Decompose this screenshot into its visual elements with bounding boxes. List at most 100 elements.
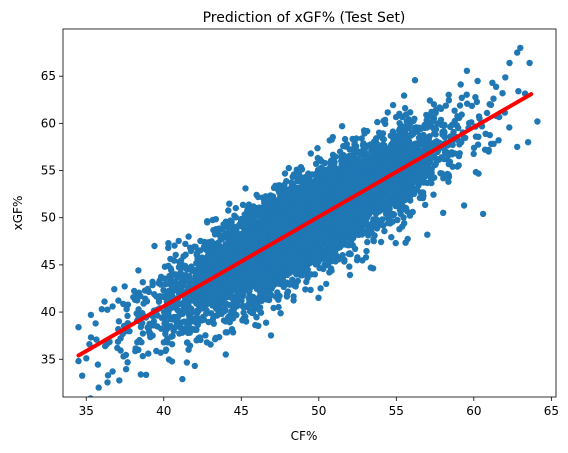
data-point (116, 377, 123, 384)
data-point (276, 182, 283, 189)
data-point (474, 77, 481, 85)
data-point (155, 280, 162, 287)
data-point (482, 130, 489, 137)
data-point (298, 166, 306, 173)
data-point (466, 119, 473, 127)
data-point (447, 123, 454, 131)
data-point (407, 142, 414, 149)
data-point (432, 131, 439, 138)
data-point (210, 226, 217, 234)
data-point (215, 225, 223, 232)
data-point (374, 118, 381, 126)
data-point (327, 265, 335, 272)
data-point (270, 184, 278, 191)
data-point (168, 358, 176, 365)
data-point (149, 281, 156, 289)
data-point (317, 285, 324, 292)
data-point (307, 271, 315, 278)
data-point (411, 77, 419, 84)
data-point (294, 277, 301, 285)
data-point (104, 379, 111, 386)
data-point (208, 310, 215, 317)
data-point (455, 152, 463, 160)
data-point (139, 352, 146, 360)
data-point (121, 283, 128, 290)
data-point (363, 227, 371, 235)
data-point (443, 149, 450, 156)
data-point (79, 372, 86, 379)
data-point (235, 223, 242, 230)
data-point (298, 272, 306, 279)
data-point (248, 309, 256, 316)
data-point (182, 251, 189, 258)
data-point (389, 218, 396, 225)
data-point (168, 333, 175, 340)
data-point (162, 347, 169, 355)
data-point (335, 256, 342, 263)
data-point (377, 238, 385, 246)
data-point (87, 395, 94, 397)
data-point (176, 330, 183, 337)
data-point (134, 297, 141, 304)
data-point (139, 330, 147, 337)
data-point (257, 309, 265, 316)
data-point (232, 204, 239, 212)
data-point (290, 297, 297, 304)
data-point (472, 168, 480, 176)
data-point (144, 324, 151, 331)
data-point (124, 359, 131, 366)
data-point (456, 102, 464, 109)
data-point (490, 140, 497, 147)
data-point (382, 165, 389, 172)
data-point (389, 101, 397, 109)
data-point (186, 275, 193, 283)
data-point (401, 104, 409, 112)
data-point (401, 220, 408, 227)
data-point (463, 67, 471, 75)
data-point (332, 153, 339, 160)
data-point (429, 118, 436, 125)
data-point (193, 337, 200, 344)
data-point (262, 319, 270, 326)
data-point (428, 179, 435, 187)
data-point (225, 313, 232, 321)
data-point (456, 141, 463, 148)
data-point (474, 141, 482, 148)
data-point (388, 234, 395, 241)
data-point (463, 91, 470, 98)
data-point (186, 342, 194, 349)
data-point (440, 175, 447, 182)
data-point (94, 361, 102, 368)
data-point (145, 288, 153, 296)
data-point (409, 208, 416, 216)
data-point (353, 257, 361, 264)
data-point (169, 282, 176, 289)
data-point (338, 153, 345, 161)
data-point (207, 255, 214, 262)
data-point (346, 271, 354, 279)
data-point (445, 91, 452, 99)
data-point (395, 198, 402, 205)
data-point (165, 244, 172, 252)
data-point (359, 257, 366, 264)
data-point (343, 141, 350, 148)
data-point (442, 102, 449, 109)
data-point (239, 216, 247, 224)
data-point (225, 207, 232, 214)
data-point (228, 294, 235, 301)
data-point (138, 339, 145, 346)
data-point (168, 341, 176, 348)
data-point (87, 334, 95, 341)
data-point (358, 135, 365, 142)
data-point (222, 329, 229, 336)
data-point (256, 304, 264, 311)
data-point (197, 237, 204, 245)
data-point (307, 150, 314, 157)
data-point (137, 371, 144, 378)
data-point (124, 312, 131, 320)
data-point (182, 240, 189, 248)
data-point (384, 214, 392, 221)
data-point (151, 291, 158, 298)
data-point (150, 321, 157, 328)
data-point (226, 200, 233, 207)
